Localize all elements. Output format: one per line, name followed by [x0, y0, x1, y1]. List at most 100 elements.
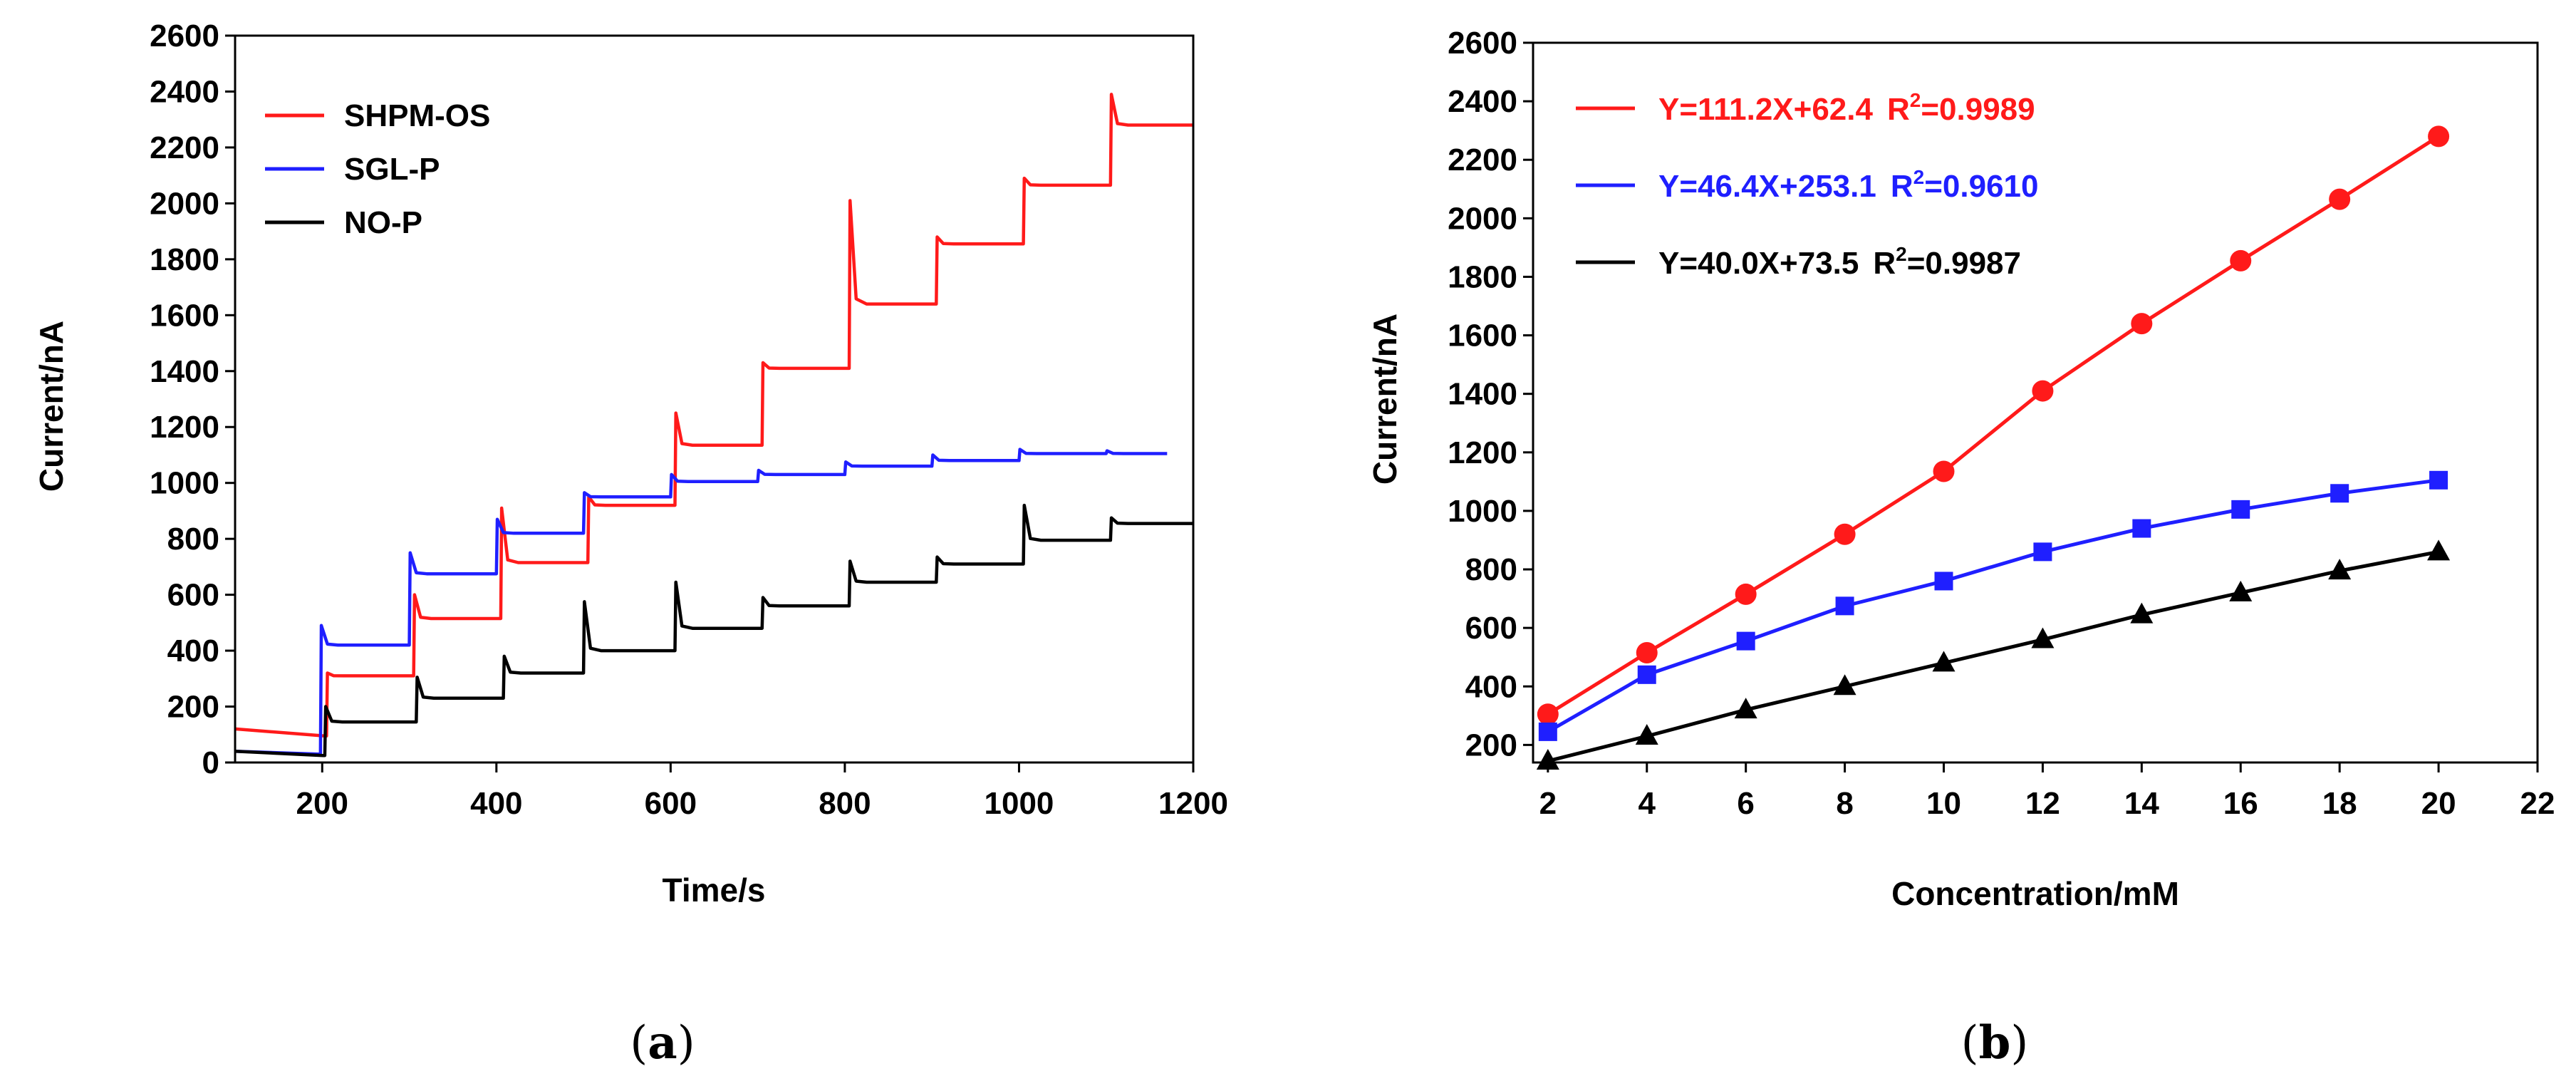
data-point-b-no-p: [1536, 748, 1559, 770]
y-tick-label-b: 2600: [1448, 26, 1517, 61]
data-point-b-sgl-p: [1538, 722, 1557, 741]
y-tick-label-b: 1400: [1448, 377, 1517, 412]
y-tick-label-b: 1600: [1448, 319, 1517, 353]
data-point-b-sgl-p: [2132, 519, 2151, 538]
data-point-b-sgl-p: [2330, 484, 2349, 503]
y-tick-label-a: 1600: [150, 298, 219, 333]
data-point-b-shpm-os: [1933, 460, 1955, 482]
panel-label-a-close: ): [677, 1017, 695, 1070]
series-line-b-no-p: [1547, 549, 2439, 763]
data-point-b-no-p: [2229, 580, 2253, 601]
data-point-b-no-p: [2031, 627, 2055, 648]
y-tick-label-b: 600: [1465, 611, 1517, 646]
y-tick-label-a: 1200: [150, 410, 219, 445]
y-tick-label-a: 600: [167, 578, 219, 613]
chart-b-y-axis-title: Current/nA: [1366, 314, 1403, 485]
x-tick-label-a: 600: [645, 786, 697, 821]
chart-a-plot-frame: [234, 34, 1195, 764]
data-point-b-sgl-p: [1637, 665, 1656, 684]
legend-equation-b-no-p: Y=40.0X+73.5 R2=0.9987: [1658, 243, 2021, 281]
x-tick-label-b: 8: [1836, 786, 1853, 821]
chart-b-legend: Y=111.2X+62.4 R2=0.9989 Y=46.4X+253.1 R2=0.…: [1576, 89, 2038, 281]
y-tick-label-a: 2000: [150, 186, 219, 221]
y-tick-label-a: 0: [202, 745, 219, 780]
y-tick-label-a: 200: [167, 690, 219, 725]
chart-a-ticks: 0 200 400 600 800 1000 1200 1400 1600 1800 2000 220…: [150, 19, 1228, 821]
legend-r2-label: R: [1887, 92, 1910, 127]
x-tick-label-b: 6: [1737, 786, 1754, 821]
y-tick-label-b: 2000: [1448, 201, 1517, 236]
chart-b-series: [1536, 125, 2451, 770]
legend-label-a-shpm-os: SHPM-OS: [344, 98, 490, 133]
series-line-a-no-p: [234, 503, 1193, 758]
y-tick-label-b: 1200: [1448, 435, 1517, 470]
legend-label-a-no-p: NO-P: [344, 205, 422, 240]
series-line-b-sgl-p: [1547, 478, 2439, 734]
data-point-b-sgl-p: [1835, 596, 1854, 616]
panel-label-a: (a): [630, 1016, 695, 1070]
data-point-b-sgl-p: [2033, 542, 2052, 562]
x-tick-label-b: 22: [2520, 786, 2555, 821]
panel-label-a-open: (: [630, 1017, 648, 1070]
data-point-b-sgl-p: [1736, 631, 1755, 651]
x-tick-label-b: 20: [2421, 786, 2456, 821]
y-tick-label-a: 1400: [150, 354, 219, 389]
x-tick-label-a: 400: [470, 786, 522, 821]
y-tick-label-b: 400: [1465, 669, 1517, 704]
x-tick-label-a: 1200: [1158, 786, 1228, 821]
chart-a-series: [234, 93, 1193, 758]
series-line-a-sgl-p: [234, 448, 1168, 756]
data-point-b-sgl-p: [2231, 500, 2250, 519]
legend-equation-b-shpm-os: Y=111.2X+62.4 R2=0.9989: [1658, 89, 2035, 127]
y-tick-label-b: 2200: [1448, 143, 1517, 177]
y-tick-label-b: 1800: [1448, 259, 1517, 294]
y-tick-label-a: 1000: [150, 466, 219, 501]
x-tick-label-a: 200: [296, 786, 348, 821]
legend-r2-superscript: 2: [1910, 89, 1921, 111]
y-tick-label-b: 2400: [1448, 84, 1517, 119]
data-point-b-no-p: [1734, 698, 1757, 719]
data-point-b-no-p: [1833, 674, 1856, 696]
x-tick-label-a: 1000: [985, 786, 1054, 821]
panel-label-b-close: ): [2010, 1017, 2028, 1070]
panel-label-b-open: (: [1961, 1017, 1979, 1070]
x-tick-label-b: 18: [2322, 786, 2357, 821]
y-tick-label-a: 1800: [150, 242, 219, 277]
y-tick-label-b: 1000: [1448, 494, 1517, 529]
legend-label-a-sgl-p: SGL-P: [344, 152, 440, 187]
data-point-b-no-p: [2328, 559, 2352, 580]
x-tick-label-b: 2: [1539, 786, 1557, 821]
legend-equation-text: Y=111.2X+62.4: [1658, 92, 1874, 127]
data-point-b-shpm-os: [2329, 188, 2351, 210]
y-tick-label-a: 800: [167, 522, 219, 557]
panel-label-b: (b): [1961, 1016, 2029, 1070]
data-point-b-shpm-os: [2428, 125, 2450, 148]
x-tick-label-b: 4: [1638, 786, 1656, 821]
series-line-a-shpm-os: [234, 93, 1193, 738]
legend-r2-value: =0.9610: [1924, 169, 2038, 204]
chart-b-ticks: 200 400 600 800 1000 1200 1400 1600 1800 2000 2200…: [1448, 26, 2555, 821]
legend-equation-b-sgl-p: Y=46.4X+253.1 R2=0.9610: [1658, 166, 2038, 204]
panel-label-b-letter: b: [1979, 1016, 2011, 1070]
data-point-b-shpm-os: [1834, 523, 1856, 545]
data-point-b-shpm-os: [1735, 583, 1757, 605]
y-tick-label-b: 800: [1465, 552, 1517, 587]
data-point-b-shpm-os: [1636, 642, 1658, 664]
legend-r2-value: =0.9989: [1921, 92, 2035, 127]
chart-b: 200 400 600 800 1000 1200 1400 1600 1800 2000 2200…: [1366, 26, 2555, 912]
x-tick-label-b: 14: [2124, 786, 2159, 821]
legend-equation-text: Y=46.4X+253.1: [1658, 169, 1876, 204]
data-point-b-sgl-p: [1934, 572, 1953, 591]
x-tick-label-b: 16: [2223, 786, 2258, 821]
series-line-b-shpm-os: [1547, 135, 2440, 716]
x-tick-label-a: 800: [819, 786, 871, 821]
y-tick-label-a: 2600: [150, 19, 219, 53]
data-point-b-no-p: [1932, 651, 1956, 672]
y-tick-label-a: 2400: [150, 74, 219, 109]
y-tick-label-a: 400: [167, 634, 219, 668]
data-point-b-sgl-p: [2429, 470, 2448, 490]
data-point-b-shpm-os: [2230, 249, 2252, 272]
y-tick-label-b: 200: [1465, 728, 1517, 762]
panel-label-a-letter: a: [648, 1016, 677, 1070]
data-point-b-no-p: [2427, 539, 2451, 561]
